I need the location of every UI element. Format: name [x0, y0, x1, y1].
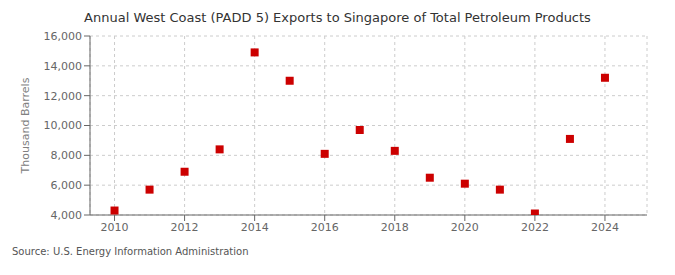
svg-text:2018: 2018 — [381, 221, 409, 234]
svg-text:2020: 2020 — [451, 221, 479, 234]
svg-text:12,000: 12,000 — [44, 90, 83, 103]
svg-text:4,000: 4,000 — [51, 209, 83, 222]
html-text:Annual West Coast (PADD 5) Exp: Annual West Coast (PADD 5) Exports to Si… — [84, 10, 591, 25]
html-text:Source: U.S. Energy Informatio: Source: U.S. Energy Information Administ… — [12, 246, 249, 257]
svg-text:10,000: 10,000 — [44, 119, 83, 132]
svg-text:8,000: 8,000 — [51, 149, 83, 162]
svg-text:2010: 2010 — [101, 221, 129, 234]
svg-text:2024: 2024 — [591, 221, 619, 234]
svg-text:2022: 2022 — [521, 221, 549, 234]
svg-text:6,000: 6,000 — [51, 179, 83, 192]
svg-text:2012: 2012 — [171, 221, 199, 234]
svg-text:2014: 2014 — [241, 221, 269, 234]
svg-text:2016: 2016 — [311, 221, 339, 234]
svg-text:14,000: 14,000 — [44, 60, 83, 73]
svg-text:Thousand Barrels: Thousand Barrels — [19, 77, 32, 174]
svg-text:16,000: 16,000 — [44, 30, 83, 43]
